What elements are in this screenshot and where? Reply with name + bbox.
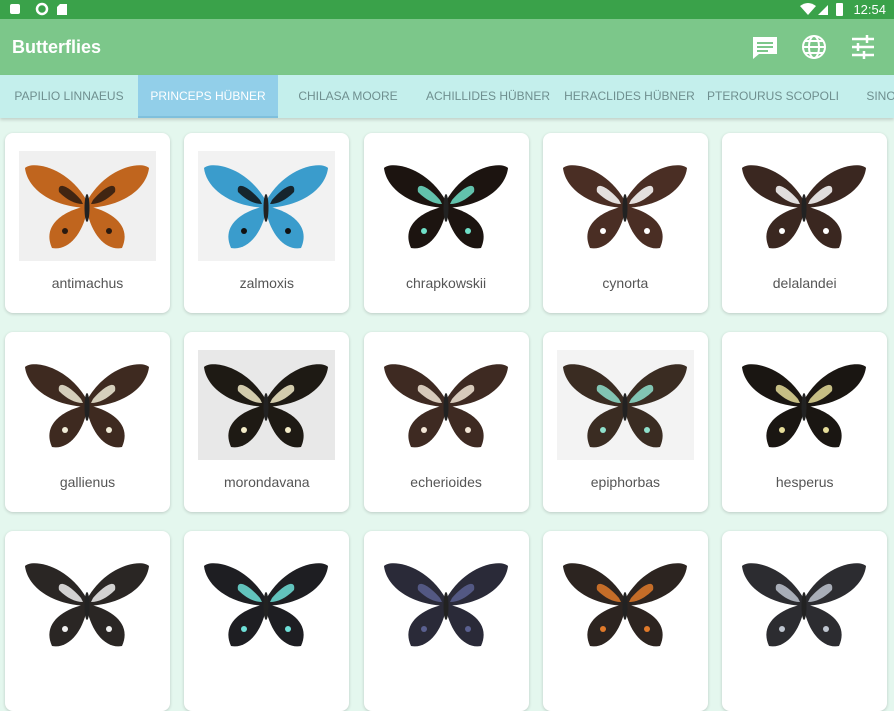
butterfly-image	[19, 151, 156, 261]
butterfly-image	[377, 151, 515, 261]
butterfly-image	[556, 350, 694, 460]
butterfly-card[interactable]: zalmoxis	[184, 133, 350, 313]
butterfly-card[interactable]	[184, 531, 350, 711]
butterfly-name: zalmoxis	[239, 275, 295, 291]
app-bar: Butterflies	[0, 19, 894, 75]
butterfly-image	[736, 549, 874, 659]
butterfly-name: chrapkowskii	[406, 275, 487, 291]
butterfly-name: cynorta	[602, 275, 649, 291]
toolbar-icons	[753, 35, 874, 59]
butterfly-image	[198, 350, 336, 460]
butterfly-name: delalandei	[772, 275, 837, 291]
butterfly-image	[198, 549, 336, 659]
tab[interactable]: HERACLIDES HÜBNER	[564, 89, 695, 103]
butterfly-image	[19, 549, 156, 659]
butterfly-name: antimachus	[51, 275, 124, 291]
language-button[interactable]	[802, 35, 826, 59]
filter-button[interactable]	[852, 35, 874, 59]
butterfly-image	[19, 350, 156, 460]
app-title: Butterflies	[12, 37, 102, 57]
butterfly-card[interactable]: delalandei	[722, 133, 888, 313]
butterfly-name: morondavana	[223, 474, 310, 490]
butterfly-card[interactable]: hesperus	[722, 332, 888, 512]
butterfly-card[interactable]	[363, 531, 529, 711]
butterfly-card[interactable]	[542, 531, 708, 711]
butterfly-card[interactable]: gallienus	[5, 332, 170, 512]
tab[interactable]: CHILASA MOORE	[298, 89, 398, 103]
butterfly-card[interactable]: epiphorbas	[542, 332, 708, 512]
system-icons	[800, 3, 843, 16]
tab[interactable]: PTEROURUS SCOPOLI	[706, 89, 840, 103]
butterfly-image	[377, 350, 515, 460]
butterfly-card[interactable]	[722, 531, 888, 711]
butterfly-name: hesperus	[775, 474, 834, 490]
butterfly-image	[736, 151, 874, 261]
butterfly-name: gallienus	[59, 474, 116, 490]
butterfly-card[interactable]: echerioides	[363, 332, 529, 512]
feedback-button[interactable]	[753, 37, 777, 59]
butterfly-name: echerioides	[410, 474, 482, 490]
clock: 12:54	[853, 2, 886, 17]
butterfly-image	[556, 151, 694, 261]
butterfly-card[interactable]: chrapkowskii	[363, 133, 529, 313]
butterfly-image	[556, 549, 694, 659]
butterfly-card[interactable]: antimachus	[5, 133, 170, 313]
tab[interactable]: PRINCEPS HÜBNER	[138, 75, 278, 118]
butterfly-image	[736, 350, 874, 460]
tab[interactable]: SINOP	[866, 89, 894, 103]
butterfly-name: epiphorbas	[590, 474, 661, 490]
status-icons	[10, 2, 67, 16]
tab-bar: PAPILIO LINNAEUS PRINCEPS HÜBNER CHILASA M…	[0, 75, 894, 118]
status-bar: 12:54	[0, 0, 894, 19]
butterfly-card[interactable]: cynorta	[542, 133, 708, 313]
butterfly-card[interactable]	[5, 531, 170, 711]
tab[interactable]: ACHILLIDES HÜBNER	[425, 89, 551, 103]
butterfly-card[interactable]: morondavana	[184, 332, 350, 512]
butterfly-image	[198, 151, 336, 261]
butterfly-image	[377, 549, 515, 659]
tab[interactable]: PAPILIO LINNAEUS	[14, 89, 124, 103]
